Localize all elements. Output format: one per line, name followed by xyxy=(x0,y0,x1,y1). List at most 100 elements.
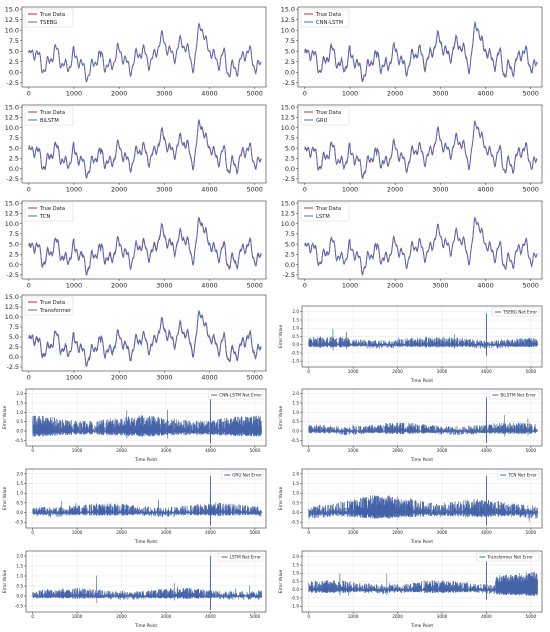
y-tick-label: 5.0 xyxy=(9,144,19,152)
series-area-bilstm-net-error xyxy=(308,397,538,443)
y-tick-label: 2.0 xyxy=(292,391,299,396)
y-tick-label: 7.5 xyxy=(285,230,295,238)
panel-error-bilstm: 0 1000 2000 3000 4000 5000 -0.5 0.0 0.5 1.0 1.5 2.0… xyxy=(276,383,548,463)
x-tick-label: 3000 xyxy=(156,373,172,381)
chart-svg: 0 1000 2000 3000 4000 5000 -2.5 0.0 2.5 5.0 7.5 10.… xyxy=(281,5,543,97)
panel-prediction-gru: 0 1000 2000 3000 4000 5000 -2.5 0.0 2.5 5.0 7.5 10.… xyxy=(276,101,548,195)
x-tick-label: 1000 xyxy=(348,614,359,619)
series-line-cnn-lstm xyxy=(304,20,538,82)
x-tick-label: 2000 xyxy=(116,614,127,619)
x-tick-label: 5000 xyxy=(526,614,537,619)
x-axis-label: Time Point xyxy=(410,623,433,628)
plot-frame xyxy=(21,6,267,88)
plot-frame xyxy=(21,294,267,372)
x-tick-label: 3000 xyxy=(156,281,172,289)
y-tick-label: 15.0 xyxy=(281,5,295,13)
y-tick-label: 5.0 xyxy=(9,240,19,248)
x-tick-label: 3000 xyxy=(161,530,172,535)
plot-frame xyxy=(297,104,543,184)
y-tick-label: 0.0 xyxy=(16,429,23,434)
panel-prediction-transformer: 0 1000 2000 3000 4000 5000 -2.5 0.0 2.5 5.0 7.5 10.… xyxy=(0,291,272,383)
y-tick-label: 7.5 xyxy=(9,134,19,142)
y-tick-label: 0.0 xyxy=(285,69,295,77)
x-tick-label: 2000 xyxy=(116,448,127,453)
x-tick-label: 0 xyxy=(307,369,310,374)
x-tick-label: 4000 xyxy=(201,281,217,289)
x-tick-label: 1000 xyxy=(66,373,82,381)
x-tick-label: 0 xyxy=(303,281,307,289)
series-area-tcn-net-error xyxy=(308,475,538,526)
y-tick-label: 12.5 xyxy=(5,16,19,24)
legend-label: True Data xyxy=(39,110,65,116)
y-tick-label: 0.0 xyxy=(292,342,299,347)
x-tick-label: 3000 xyxy=(437,448,448,453)
y-axis-label: Error Value xyxy=(278,570,283,593)
y-tick-label: -0.5 xyxy=(291,595,300,600)
legend-label: LSTM Net Error xyxy=(230,555,262,560)
y-tick-label: 1.0 xyxy=(292,491,299,496)
legend: CNN-LSTM Net Error xyxy=(207,390,264,400)
x-tick-label: 0 xyxy=(307,614,310,619)
chart-svg: 0 1000 2000 3000 4000 5000 -1.0 -0.5 0.0 0.5 1.0 1.… xyxy=(278,305,543,383)
y-tick-label: 7.5 xyxy=(9,230,19,238)
chart-svg: 0 1000 2000 3000 4000 5000 -2.5 0.0 2.5 5.0 7.5 10.… xyxy=(5,103,267,193)
y-tick-label: 2.0 xyxy=(292,309,299,314)
series-area-cnn-lstm-net-error xyxy=(32,395,262,444)
series-line-transformer xyxy=(28,310,262,367)
y-tick-label: 1.5 xyxy=(292,481,299,486)
plot-frame xyxy=(21,200,267,280)
y-tick-label: 2.5 xyxy=(9,155,19,163)
y-tick-label: 0.0 xyxy=(16,510,23,515)
plot-frame xyxy=(25,388,267,447)
x-tick-label: 4000 xyxy=(205,448,216,453)
series-line-tsebg xyxy=(28,22,262,83)
x-tick-label: 0 xyxy=(31,614,34,619)
y-tick-label: 5.0 xyxy=(9,333,19,341)
y-tick-label: 2.5 xyxy=(285,58,295,66)
chart-svg: 0 1000 2000 3000 4000 5000 -2.5 0.0 2.5 5.0 7.5 10.… xyxy=(5,293,267,381)
legend-label: GRU Net Error xyxy=(232,473,262,478)
x-tick-label: 4000 xyxy=(205,530,216,535)
x-tick-label: 1000 xyxy=(348,369,359,374)
chart-svg: 0 1000 2000 3000 4000 5000 -0.5 0.0 0.5 1.0 1.5 2.0… xyxy=(2,550,267,628)
x-tick-label: 1000 xyxy=(72,530,83,535)
y-tick-label: 0.0 xyxy=(9,69,19,77)
x-tick-label: 2000 xyxy=(392,530,403,535)
x-tick-label: 0 xyxy=(303,185,307,193)
x-tick-label: 5000 xyxy=(523,185,539,193)
x-tick-label: 5000 xyxy=(526,369,537,374)
panel-error-lstm: 0 1000 2000 3000 4000 5000 -0.5 0.0 0.5 1.0 1.5 2.0… xyxy=(0,545,272,629)
y-axis-label: Error Value xyxy=(2,570,7,593)
y-tick-label: 5.0 xyxy=(285,240,295,248)
y-tick-label: -2.5 xyxy=(7,271,19,279)
y-tick-label: -2.5 xyxy=(283,271,295,279)
y-tick-label: 2.0 xyxy=(16,391,23,396)
panel-error-tsebg: 0 1000 2000 3000 4000 5000 -1.0 -0.5 0.0 0.5 1.0 1.… xyxy=(276,300,548,384)
plot-frame xyxy=(297,6,543,88)
y-tick-label: 1.0 xyxy=(16,410,23,415)
series-line-gru xyxy=(304,120,538,179)
y-tick-label: 15.0 xyxy=(281,103,295,111)
chart-svg: 0 1000 2000 3000 4000 5000 -2.5 0.0 2.5 5.0 7.5 10.… xyxy=(281,103,543,193)
x-tick-label: 4000 xyxy=(481,614,492,619)
y-tick-label: 0.5 xyxy=(16,583,23,588)
x-tick-label: 2000 xyxy=(387,281,403,289)
plot-frame xyxy=(25,468,267,529)
legend: BiLSTM Net Error xyxy=(489,390,540,400)
x-tick-label: 0 xyxy=(303,89,307,97)
chart-svg: 0 1000 2000 3000 4000 5000 -2.5 0.0 2.5 5.0 7.5 10.… xyxy=(281,199,543,289)
y-tick-label: 10.0 xyxy=(281,220,295,228)
x-tick-label: 0 xyxy=(27,373,31,381)
series-area-tsebg-net-error xyxy=(308,313,538,356)
y-tick-label: -0.5 xyxy=(291,350,300,355)
chart-svg: 0 1000 2000 3000 4000 5000 -0.5 0.0 0.5 1.0 1.5 2.0… xyxy=(278,388,543,462)
y-tick-label: 1.5 xyxy=(292,317,299,322)
x-tick-label: 1000 xyxy=(66,89,82,97)
x-tick-label: 3000 xyxy=(156,185,172,193)
x-tick-label: 5000 xyxy=(247,281,263,289)
x-tick-label: 5000 xyxy=(526,530,537,535)
y-tick-label: 0.5 xyxy=(292,419,299,424)
x-tick-label: 5000 xyxy=(250,530,261,535)
y-tick-label: -1.0 xyxy=(291,359,300,364)
panel-error-gru: 0 1000 2000 3000 4000 5000 -0.5 0.0 0.5 1.0 1.5 2.0… xyxy=(0,463,272,545)
